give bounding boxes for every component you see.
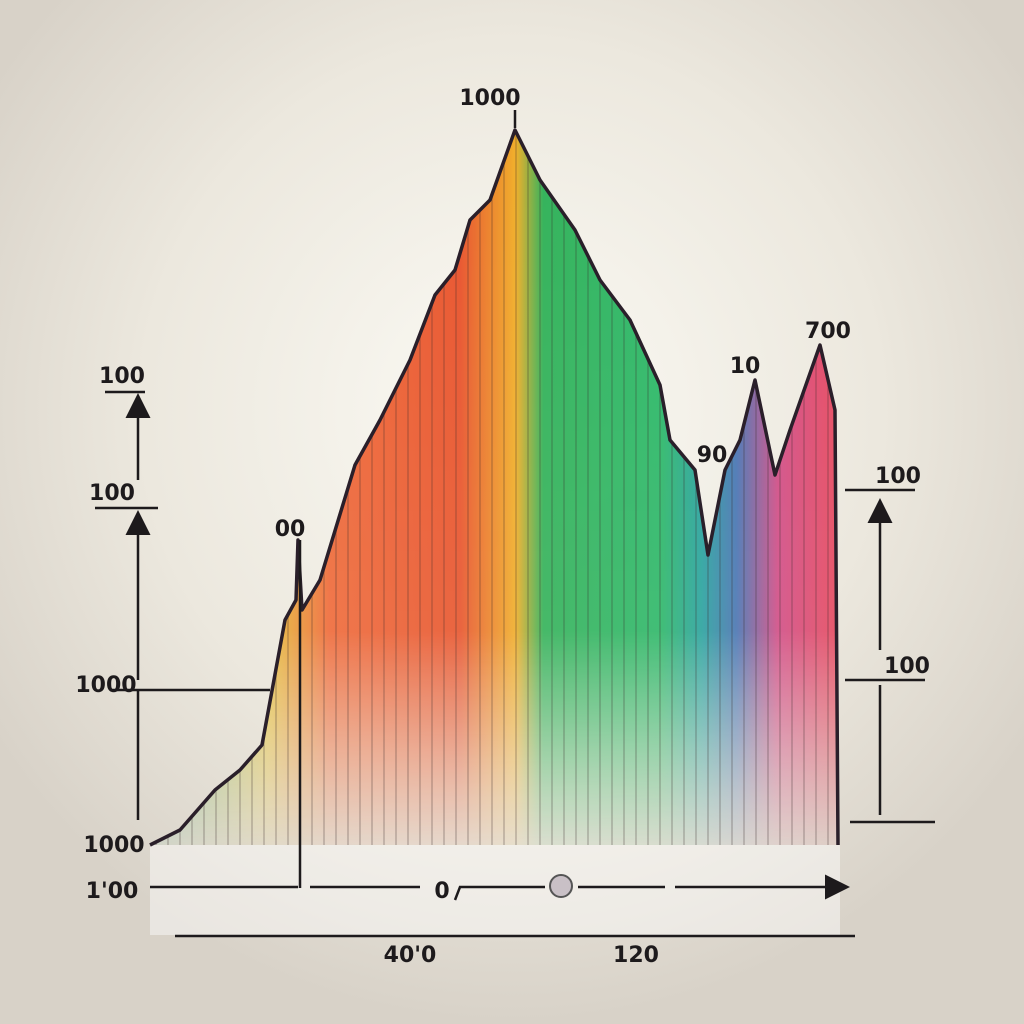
outline bbox=[149, 128, 840, 847]
label: 1'00 bbox=[86, 879, 139, 904]
label: 1000 bbox=[83, 833, 144, 858]
slider-knob bbox=[549, 874, 573, 898]
label: 100 bbox=[875, 464, 921, 489]
label: 700 bbox=[805, 319, 851, 344]
label: 100 bbox=[99, 364, 145, 389]
label: 40'0 bbox=[384, 943, 437, 968]
label: 100 bbox=[89, 481, 135, 506]
label: 120 bbox=[613, 943, 659, 968]
label: 1000 bbox=[75, 673, 136, 698]
label: 00 bbox=[275, 517, 306, 542]
label: 90 bbox=[697, 443, 728, 468]
label: 10 bbox=[730, 354, 761, 379]
label: 100 bbox=[884, 654, 930, 679]
axes bbox=[95, 110, 935, 938]
label: 0 bbox=[434, 879, 449, 904]
base-band bbox=[150, 845, 840, 935]
label: 1000 bbox=[459, 86, 520, 111]
